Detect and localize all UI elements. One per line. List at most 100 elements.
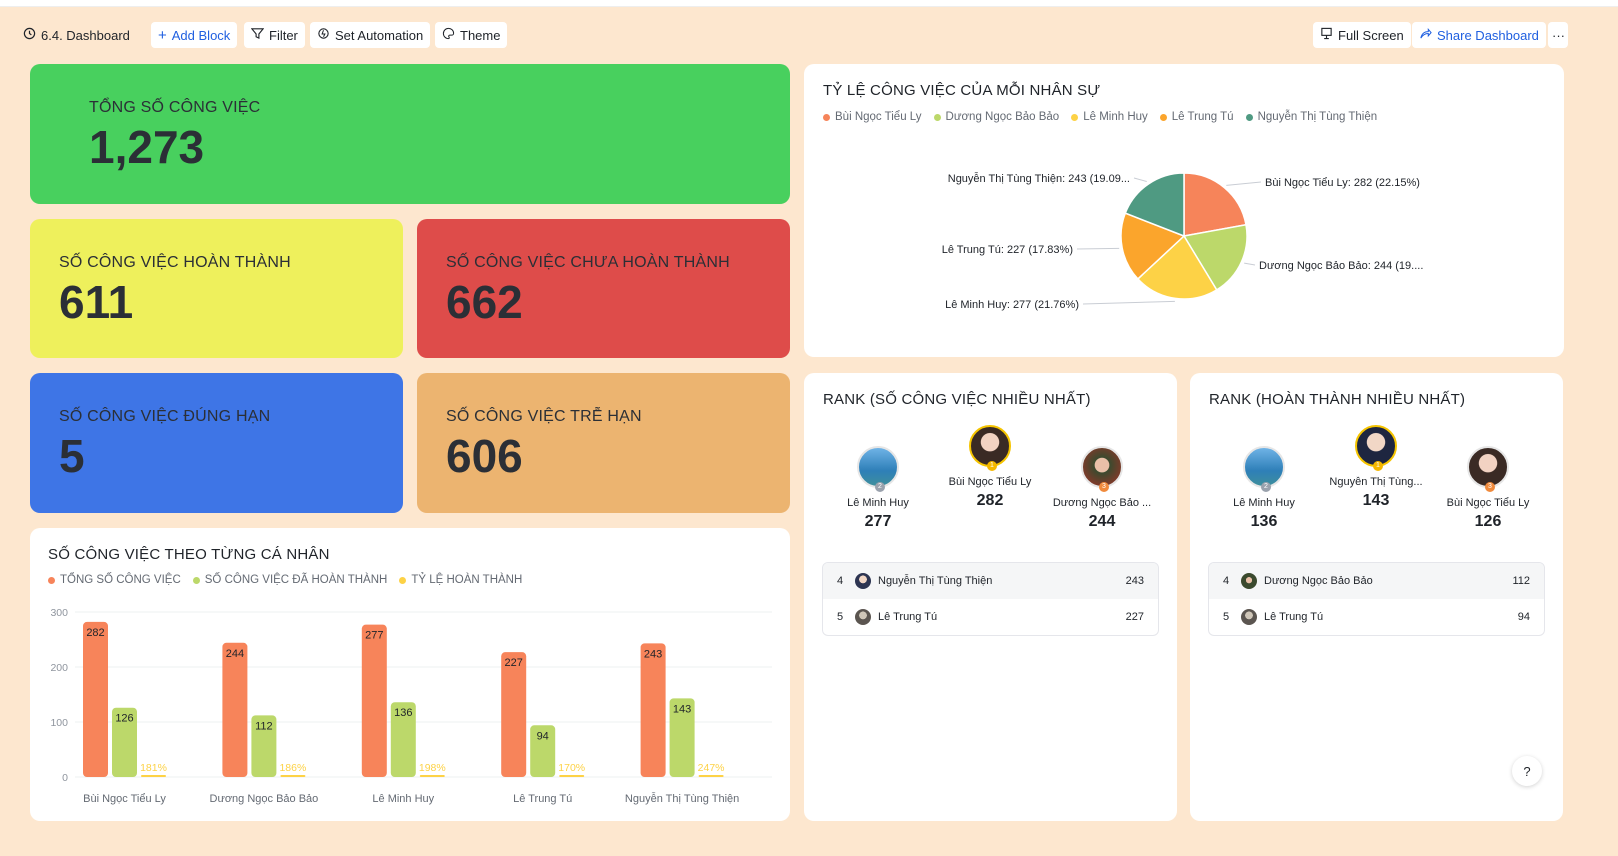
share-dashboard-label: Share Dashboard	[1437, 27, 1539, 43]
pie-legend-item[interactable]: Lê Minh Huy	[1071, 111, 1148, 123]
bar-done-duong-ngoc-bao-bao[interactable]	[251, 715, 277, 777]
set-automation-button[interactable]: Set Automation	[310, 22, 431, 48]
bar-rate-label: 198%	[419, 762, 446, 774]
kpi-late-value: 606	[446, 430, 523, 482]
pie-label-line	[1076, 247, 1120, 250]
bar-done-nguyen-thi-tung-thien[interactable]	[669, 698, 695, 777]
rank-done-second[interactable]: 2 Lê Minh Huy 136	[1209, 446, 1319, 531]
more-icon: ···	[1552, 27, 1565, 43]
palette-icon	[442, 27, 455, 43]
y-tick-label: 100	[50, 717, 68, 729]
rank-name: Dương Ngọc Bảo Bảo	[1264, 575, 1373, 587]
share-dashboard-button[interactable]: Share Dashboard	[1412, 22, 1546, 48]
bar-total-label: 244	[226, 648, 244, 660]
pie-label-line	[1226, 181, 1262, 186]
pie-legend-item[interactable]: Lê Trung Tú	[1159, 111, 1234, 123]
dashboard-title-button[interactable]: 6.4. Dashboard	[16, 22, 137, 48]
pie-slice-nguyen-thi-tung-thien[interactable]	[1124, 172, 1185, 238]
bar-rate-le-trung-tu[interactable]	[559, 775, 585, 777]
bar-done-label: 126	[115, 713, 133, 725]
kpi-not-done-value: 662	[446, 276, 523, 328]
rank-tasks-second[interactable]: 2 Lê Minh Huy 277	[823, 446, 933, 531]
legend-done-label: SỐ CÔNG VIỆC ĐÃ HOÀN THÀNH	[204, 574, 388, 586]
avatar: 1	[1355, 425, 1397, 471]
pie-legend-item[interactable]: Bùi Ngọc Tiểu Ly	[823, 111, 922, 123]
bar-total-duong-ngoc-bao-bao[interactable]	[222, 642, 248, 777]
rank-row[interactable]: 4 Dương Ngọc Bảo Bảo 112	[1209, 563, 1544, 599]
pie-slice-label: Bùi Ngọc Tiểu Ly: 282 (22.15%)	[1265, 177, 1420, 189]
bar-total-bui-ngoc-tieu-ly[interactable]	[83, 621, 108, 777]
rank-number: 5	[1223, 611, 1230, 623]
bar-total-le-trung-tu[interactable]	[501, 652, 527, 777]
x-tick-label: Lê Trung Tú	[513, 793, 572, 805]
bar-rate-le-minh-huy[interactable]	[419, 775, 445, 777]
rank-tasks-first[interactable]: 1 Bùi Ngọc Tiểu Ly 282	[935, 425, 1045, 510]
bar-rate-nguyen-thi-tung-thien[interactable]	[698, 775, 724, 777]
full-screen-button[interactable]: Full Screen	[1313, 22, 1411, 48]
rank-tasks-panel[interactable]: RANK (SỐ CÔNG VIỆC NHIỀU NHẤT) 2 Lê Minh…	[804, 373, 1177, 821]
theme-button[interactable]: Theme	[435, 22, 508, 48]
bar-done-label: 94	[537, 730, 549, 742]
pie-slice-bui-ngoc-tieu-ly[interactable]	[1183, 172, 1247, 237]
legend-label: Nguyễn Thị Tùng Thiện	[1257, 111, 1378, 123]
pie-legend: Bùi Ngọc Tiểu Ly Dương Ngọc Bảo Bảo Lê Min…	[823, 111, 1377, 123]
bar-rate-duong-ngoc-bao-bao[interactable]	[280, 775, 306, 777]
bar-total-le-minh-huy[interactable]	[361, 624, 387, 777]
kpi-done-label: SỐ CÔNG VIỆC HOÀN THÀNH	[59, 254, 291, 271]
presentation-icon	[1320, 27, 1333, 43]
rank-row[interactable]: 5 Lê Trung Tú 94	[1209, 599, 1544, 635]
bar-total-label: 227	[505, 657, 523, 669]
legend-done[interactable]: SỐ CÔNG VIỆC ĐÃ HOÀN THÀNH	[192, 574, 388, 586]
filter-button[interactable]: Filter	[244, 22, 305, 48]
legend-rate[interactable]: TỶ LỆ HOÀN THÀNH	[399, 574, 522, 586]
rank-done-third[interactable]: 3 Bùi Ngọc Tiểu Ly 126	[1433, 446, 1543, 531]
rank-row[interactable]: 4 Nguyễn Thị Tùng Thiện 243	[823, 563, 1158, 599]
add-block-button[interactable]: + Add Block	[151, 22, 238, 48]
bar-done-le-minh-huy[interactable]	[390, 702, 416, 777]
legend-label: Lê Minh Huy	[1083, 111, 1148, 123]
bar-chart-panel[interactable]: SỐ CÔNG VIỆC THEO TỪNG CÁ NHÂN TỔNG SỐ C…	[30, 528, 790, 821]
set-automation-label: Set Automation	[335, 27, 424, 43]
bar-total-label: 243	[644, 648, 662, 660]
kpi-done-card[interactable]: SỐ CÔNG VIỆC HOÀN THÀNH 611	[30, 219, 403, 358]
legend-dot-rate	[399, 576, 407, 584]
legend-total[interactable]: TỔNG SỐ CÔNG VIỆC	[48, 574, 181, 586]
pie-slice-duong-ngoc-bao-bao[interactable]	[1182, 223, 1248, 291]
pie-legend-item[interactable]: Dương Ngọc Bảo Bảo	[933, 111, 1059, 123]
pie-label-line	[1133, 177, 1147, 182]
podium-name: Lê Minh Huy	[1233, 497, 1295, 509]
bar-done-label: 136	[394, 707, 412, 719]
podium-value: 143	[1362, 492, 1390, 509]
podium-name: Bùi Ngọc Tiểu Ly	[1446, 497, 1530, 509]
filter-icon	[250, 27, 265, 43]
podium-name: Dương Ngọc Bảo ...	[1052, 497, 1152, 509]
help-button[interactable]: ?	[1512, 756, 1542, 786]
dashboard-toolbar: 6.4. Dashboard + Add Block Filter Set Au…	[0, 22, 1618, 50]
more-options-button[interactable]: ···	[1548, 22, 1568, 48]
kpi-total-label: TỔNG SỐ CÔNG VIỆC	[89, 99, 261, 116]
rank-done-first[interactable]: 1 Nguyễn Thị Tùng... 143	[1321, 425, 1431, 510]
rank-badge: 3	[1099, 482, 1109, 492]
avatar: 3	[1081, 446, 1123, 492]
bar-done-le-trung-tu[interactable]	[530, 725, 556, 777]
kpi-total-card[interactable]: TỔNG SỐ CÔNG VIỆC 1,273	[30, 64, 790, 204]
bar-rate-label: 170%	[558, 762, 585, 774]
kpi-late-label: SỐ CÔNG VIỆC TRỄ HẠN	[446, 408, 642, 425]
rank-tasks-third[interactable]: 3 Dương Ngọc Bảo ... 244	[1047, 446, 1157, 531]
pie-chart: Bùi Ngọc Tiểu Ly: 282 (22.15%) Dương Ngọc…	[942, 172, 1424, 311]
avatar: 2	[1243, 446, 1285, 492]
rank-tasks-title: RANK (SỐ CÔNG VIỆC NHIỀU NHẤT)	[823, 391, 1091, 408]
bar-done-label: 143	[673, 703, 691, 715]
pie-chart-panel[interactable]: TỶ LỆ CÔNG VIỆC CỦA MỖI NHÂN SỰ Bùi Ngọc…	[804, 64, 1564, 357]
pie-slice-le-trung-tu[interactable]	[1120, 212, 1186, 280]
bar-total-nguyen-thi-tung-thien[interactable]	[640, 643, 666, 777]
bar-rate-bui-ngoc-tieu-ly[interactable]	[141, 775, 166, 777]
bar-done-bui-ngoc-tieu-ly[interactable]	[112, 707, 137, 777]
kpi-not-done-card[interactable]: SỐ CÔNG VIỆC CHƯA HOÀN THÀNH 662	[417, 219, 790, 358]
pie-legend-item[interactable]: Nguyễn Thị Tùng Thiện	[1245, 111, 1378, 123]
rank-row[interactable]: 5 Lê Trung Tú 227	[823, 599, 1158, 635]
pie-slice-le-minh-huy[interactable]	[1136, 234, 1218, 300]
kpi-on-time-card[interactable]: SỐ CÔNG VIỆC ĐÚNG HẠN 5	[30, 373, 403, 513]
kpi-late-card[interactable]: SỐ CÔNG VIỆC TRỄ HẠN 606	[417, 373, 790, 513]
rank-done-panel[interactable]: RANK (HOÀN THÀNH NHIỀU NHẤT) 2 Lê Minh H…	[1190, 373, 1563, 821]
